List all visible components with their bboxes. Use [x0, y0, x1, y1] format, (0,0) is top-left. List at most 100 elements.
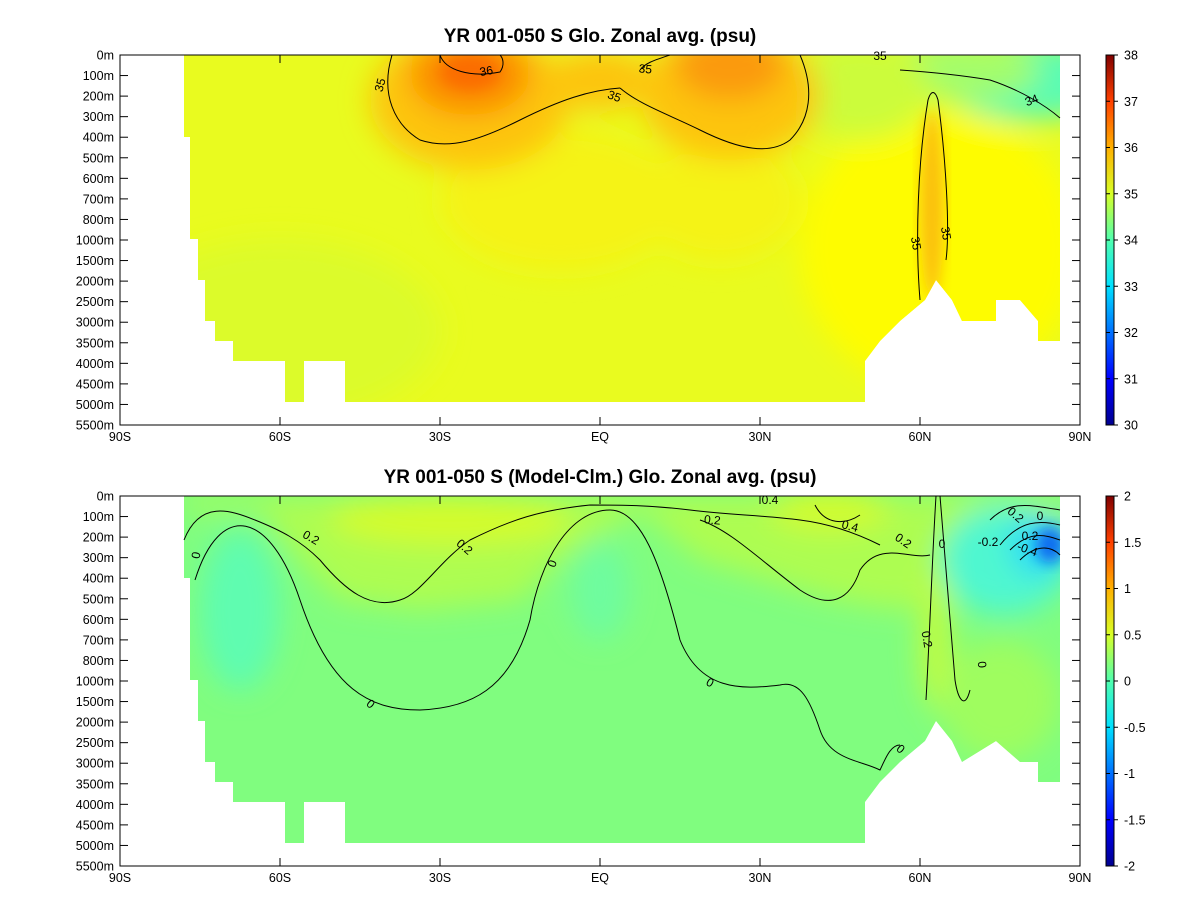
- y-tick-label: 700m: [83, 192, 114, 206]
- y-tick-label: 2000m: [76, 716, 114, 730]
- colorbar-tick-label: -1.5: [1124, 813, 1146, 827]
- y-tick-label: 1000m: [76, 675, 114, 689]
- y-tick-label: 400m: [83, 572, 114, 586]
- y-tick-label: 800m: [83, 213, 114, 227]
- colorbar-tick-label: 32: [1124, 326, 1138, 340]
- y-tick-label: 700m: [83, 633, 114, 647]
- contour-label: 0.2: [703, 512, 721, 527]
- colorbar-tick-label: -1: [1124, 767, 1135, 781]
- x-tick-label: 60N: [909, 871, 932, 885]
- y-tick-label: 4000m: [76, 798, 114, 812]
- y-tick-label: 300m: [83, 110, 114, 124]
- colorbar: 2 1.5 1 0.5 0 -0.5 -1 -1.5 -2: [1105, 490, 1146, 874]
- x-tick-label: 60N: [909, 430, 932, 444]
- salinity-field: [184, 55, 1060, 402]
- contour-label: 0: [1037, 509, 1044, 523]
- x-tick-label: 30N: [749, 871, 772, 885]
- contour-label: 35: [606, 87, 624, 105]
- y-tick-label: 100m: [83, 510, 114, 524]
- colorbar-tick-label: 37: [1124, 95, 1138, 109]
- x-tick-label: EQ: [591, 871, 609, 885]
- contour-label: 35: [938, 226, 954, 242]
- y-tick-label: 0m: [97, 49, 114, 63]
- colorbar-tick-label: -0.5: [1124, 721, 1146, 735]
- contour-label: 36: [479, 63, 495, 79]
- colorbar-tick-label: 1: [1124, 582, 1131, 596]
- x-tick-label: 30N: [749, 430, 772, 444]
- colorbar-tick-label: 35: [1124, 187, 1138, 201]
- y-tick-label: 200m: [83, 90, 114, 104]
- contour-label: 0: [939, 537, 946, 551]
- colorbar-tick-label: 38: [1124, 49, 1138, 63]
- x-tick-label: 30S: [429, 430, 451, 444]
- y-axis-ticks: 0m 100m 200m 300m 400m 500m 600m 700m 800m 1000m 1…: [76, 49, 1080, 433]
- y-tick-label: 3500m: [76, 336, 114, 350]
- x-tick-label: 60S: [269, 430, 291, 444]
- y-tick-label: 600m: [83, 613, 114, 627]
- contour-label: 0: [545, 558, 561, 569]
- y-tick-label: 800m: [83, 654, 114, 668]
- x-tick-label: 60S: [269, 871, 291, 885]
- y-tick-label: 5500m: [76, 860, 114, 874]
- contour-label: 35: [908, 236, 924, 252]
- colorbar-ticks: 2 1.5 1 0.5 0 -0.5 -1 -1.5 -2: [1106, 490, 1146, 874]
- x-tick-label: 30S: [429, 871, 451, 885]
- contour-label: 0: [975, 661, 990, 669]
- y-tick-label: 600m: [83, 172, 114, 186]
- colorbar-tick-label: -2: [1124, 860, 1135, 874]
- y-tick-label: 4500m: [76, 377, 114, 391]
- y-tick-label: 3500m: [76, 777, 114, 791]
- contour-label: 0.2: [919, 630, 936, 649]
- colorbar-tick-label: 31: [1124, 372, 1138, 386]
- contour-label-group: 0 0.2 0.2 0 0.2 0.4 0.4 0.2 0 0.2 -0.2 -…: [189, 493, 1044, 757]
- plot-area: 35 36 35 35 35 34 35 35: [119, 49, 1081, 426]
- y-tick-label: 3000m: [76, 316, 114, 330]
- contour-label: -0.2: [978, 535, 999, 549]
- contour-label: 0.2: [1022, 529, 1039, 543]
- y-tick-label: 5000m: [76, 839, 114, 853]
- contour-label: 0: [189, 550, 204, 559]
- x-tick-label: EQ: [591, 430, 609, 444]
- contour-label: 35: [873, 49, 887, 63]
- contour-label-group: 35 36 35 35 35 34 35 35: [372, 49, 1041, 251]
- x-axis-ticks: 90S 60S 30S EQ 30N 60N 90N: [109, 496, 1092, 885]
- x-tick-label: 90N: [1069, 430, 1092, 444]
- colorbar-ticks: 30 31 32 33 34 35 36 37 38: [1106, 49, 1138, 433]
- y-tick-label: 5000m: [76, 398, 114, 412]
- colorbar-tick-label: 0: [1124, 675, 1131, 689]
- y-tick-label: 500m: [83, 151, 114, 165]
- contour-label: 0.4: [840, 517, 860, 535]
- y-tick-label: 4000m: [76, 357, 114, 371]
- colorbar-tick-label: 1.5: [1124, 536, 1141, 550]
- x-tick-label: 90N: [1069, 871, 1092, 885]
- x-axis-ticks: 90S 60S 30S EQ 30N 60N 90N: [109, 55, 1092, 444]
- y-tick-label: 400m: [83, 131, 114, 145]
- y-tick-label: 2500m: [76, 295, 114, 309]
- contour-label: 0.4: [762, 493, 779, 507]
- contour-label: 35: [638, 61, 653, 76]
- y-tick-label: 1500m: [76, 695, 114, 709]
- y-tick-label: 2500m: [76, 736, 114, 750]
- colorbar-tick-label: 2: [1124, 490, 1131, 504]
- colorbar: 30 31 32 33 34 35 36 37 38: [1105, 49, 1138, 433]
- contour-label: -0.4: [1015, 539, 1040, 559]
- y-tick-label: 4500m: [76, 818, 114, 832]
- colorbar-tick-label: 34: [1124, 234, 1138, 248]
- y-tick-label: 1500m: [76, 254, 114, 268]
- x-tick-label: 90S: [109, 430, 131, 444]
- contour-lines: [183, 495, 1061, 771]
- y-tick-label: 100m: [83, 69, 114, 83]
- y-tick-label: 300m: [83, 551, 114, 565]
- y-tick-label: 1000m: [76, 234, 114, 248]
- contour-label: 35: [372, 76, 389, 93]
- y-axis-ticks: 0m 100m 200m 300m 400m 500m 600m 700m 800m 1000m 1…: [76, 490, 1080, 874]
- y-tick-label: 3000m: [76, 757, 114, 771]
- y-tick-label: 0m: [97, 490, 114, 504]
- chart-title: YR 001-050 S Glo. Zonal avg. (psu): [444, 26, 757, 47]
- colorbar-tick-label: 33: [1124, 280, 1138, 294]
- y-tick-label: 5500m: [76, 419, 114, 433]
- x-tick-label: 90S: [109, 871, 131, 885]
- y-tick-label: 2000m: [76, 275, 114, 289]
- colorbar-tick-label: 0.5: [1124, 628, 1141, 642]
